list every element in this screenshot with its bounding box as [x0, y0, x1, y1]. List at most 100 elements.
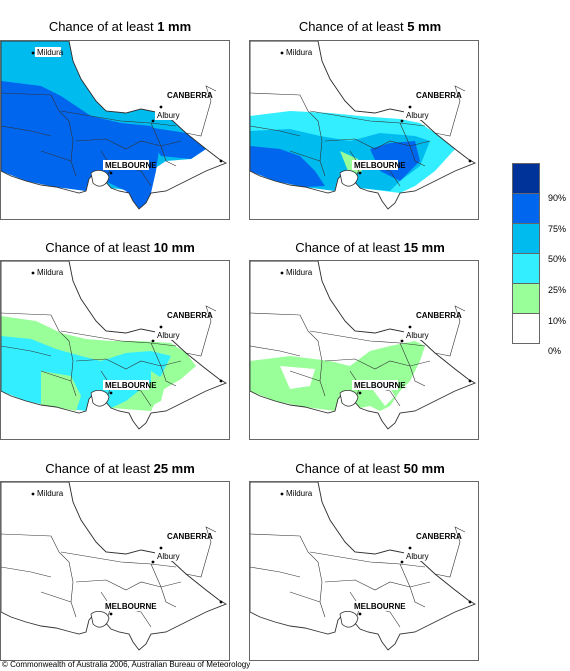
place-label-bg: [35, 488, 61, 498]
legend-label-0: 0%: [548, 346, 562, 356]
town-marker: [400, 339, 404, 343]
district-boundary: [309, 110, 426, 127]
town-marker: [159, 546, 163, 550]
district-boundary: [60, 330, 177, 347]
town-marker: [400, 119, 404, 123]
copyright: © Commonwealth of Australia 2006, Austra…: [2, 660, 251, 669]
place-label-bg: [103, 601, 149, 611]
port-phillip-bay: [339, 169, 359, 187]
district-boundary: [1, 533, 77, 618]
district-boundary: [399, 563, 426, 608]
place-label-bg: [155, 330, 181, 340]
rainfall-area: [151, 371, 166, 406]
district-boundary: [324, 138, 431, 150]
district-boundary: [185, 305, 217, 357]
district-boundary: [324, 358, 431, 370]
district-boundary: [150, 342, 177, 387]
town-marker: [408, 546, 412, 550]
port-phillip-bay: [90, 389, 110, 407]
district-boundary: [399, 122, 426, 167]
map-15mm: Mildura CANBERRA Albury MELBOURNE: [249, 260, 479, 440]
place-label-melbourne: MELBOURNE: [354, 381, 406, 390]
district-boundary: [317, 41, 469, 160]
legend: [512, 163, 540, 344]
legend-label-50: 50%: [548, 254, 567, 264]
town-marker: [159, 105, 163, 109]
district-boundary: [185, 85, 217, 137]
place-label-mildura: Mildura: [286, 489, 313, 498]
place-label-melbourne: MELBOURNE: [354, 602, 406, 611]
district-boundary: [1, 345, 52, 357]
district-boundary: [68, 41, 220, 160]
town-marker: [159, 325, 163, 329]
place-label-melbourne: MELBOURNE: [105, 161, 157, 170]
place-label-bg: [35, 267, 61, 277]
place-label-bg: [155, 110, 181, 120]
place-label-bg: [404, 551, 430, 561]
place-label-bg: [165, 531, 207, 541]
district-boundary: [150, 122, 177, 167]
place-label-canberra: CANBERRA: [416, 532, 462, 541]
district-boundary: [185, 526, 217, 578]
district-boundary: [434, 85, 466, 137]
town-marker: [219, 159, 223, 163]
coastline: [250, 482, 477, 651]
district-boundary: [250, 345, 301, 357]
district-boundary: [250, 125, 301, 137]
district-boundary: [317, 261, 469, 380]
legend-swatch-90: [512, 163, 540, 194]
town-marker: [31, 271, 35, 275]
town-marker: [408, 105, 412, 109]
town-marker: [408, 325, 412, 329]
legend-label-10: 10%: [548, 316, 567, 326]
legend-swatch-0: [512, 313, 540, 344]
place-label-bg: [352, 601, 398, 611]
rainfall-shading: [1, 41, 219, 209]
place-label-bg: [352, 380, 398, 390]
town-marker: [151, 339, 155, 343]
town-marker: [151, 560, 155, 564]
port-phillip-bay: [90, 610, 110, 628]
town-marker: [358, 171, 362, 175]
legend-swatch-25: [512, 253, 540, 284]
district-boundary: [324, 579, 431, 591]
district-boundary: [75, 579, 182, 591]
town-marker: [468, 600, 472, 604]
district-boundary: [289, 370, 321, 382]
district-boundary: [60, 110, 177, 127]
port-phillip-bay: [339, 610, 359, 628]
map-canvas: Mildura CANBERRA Albury MELBOURNE: [250, 41, 477, 210]
town-marker: [109, 612, 113, 616]
district-boundary: [60, 551, 177, 568]
place-label-bg: [165, 90, 207, 100]
legend-swatch-10: [512, 283, 540, 314]
place-label-bg: [165, 310, 207, 320]
port-phillip-bay: [90, 169, 110, 187]
district-boundary: [399, 342, 426, 387]
legend-swatch-50: [512, 223, 540, 254]
town-marker: [280, 51, 284, 55]
district-boundary: [75, 358, 182, 370]
legend-label-90: 90%: [548, 193, 567, 203]
place-label-bg: [414, 90, 456, 100]
rainfall-area: [141, 126, 206, 159]
map-canvas: Mildura CANBERRA Albury MELBOURNE: [1, 261, 228, 430]
place-label-mildura: Mildura: [286, 48, 313, 57]
place-label-albury: Albury: [406, 331, 429, 340]
place-label-albury: Albury: [157, 552, 180, 561]
place-label-bg: [284, 488, 310, 498]
district-boundary: [317, 482, 469, 601]
district-boundary: [68, 261, 220, 380]
town-marker: [280, 271, 284, 275]
town-marker: [280, 492, 284, 496]
district-boundary: [250, 566, 301, 578]
district-boundary: [434, 305, 466, 357]
place-label-bg: [284, 267, 310, 277]
place-label-mildura: Mildura: [37, 48, 64, 57]
town-marker: [109, 171, 113, 175]
place-label-albury: Albury: [406, 111, 429, 120]
district-boundary: [289, 591, 321, 603]
coastline: [1, 482, 228, 651]
town-marker: [31, 51, 35, 55]
place-label-bg: [414, 531, 456, 541]
